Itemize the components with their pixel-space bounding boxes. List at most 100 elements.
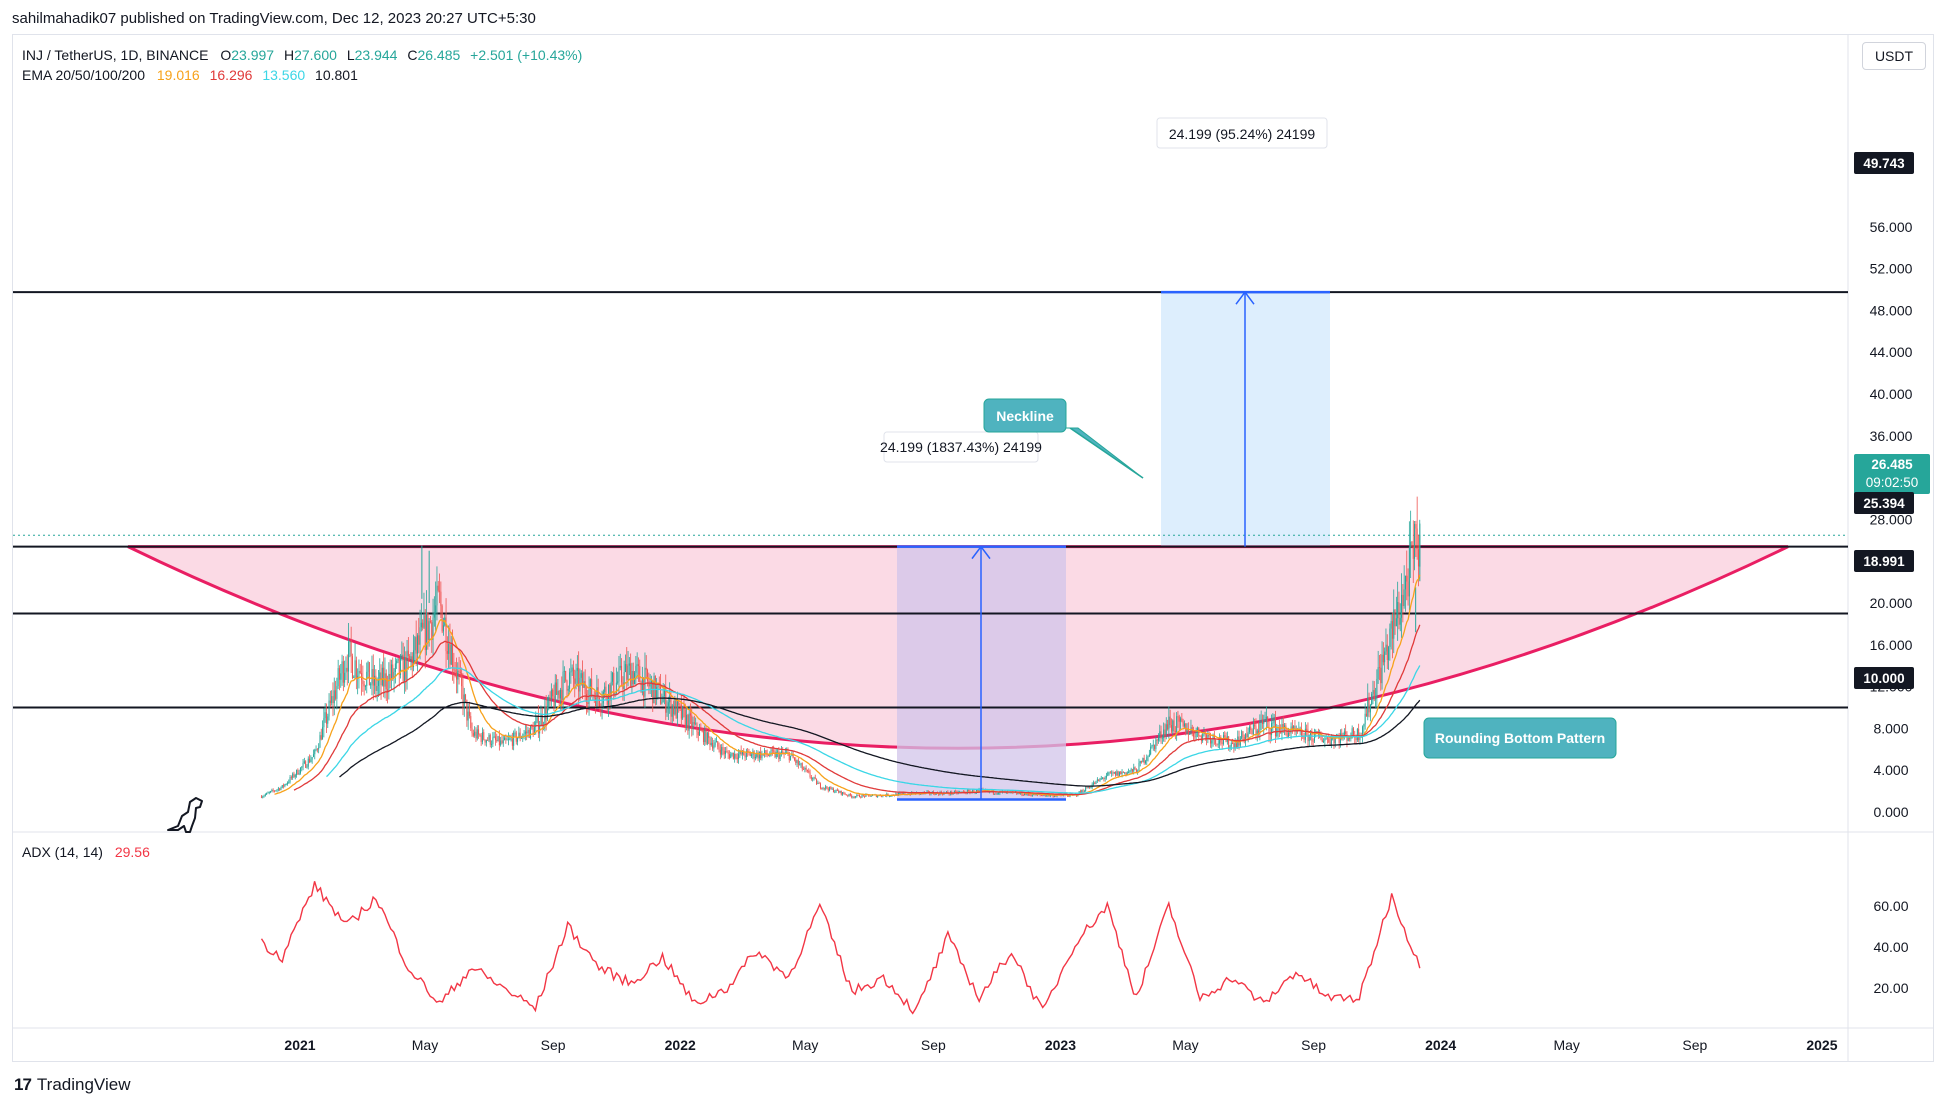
candle-body	[470, 716, 472, 729]
candle-body	[888, 795, 890, 797]
candle-body	[597, 687, 599, 699]
candle-body	[657, 683, 659, 688]
candle-body	[1176, 716, 1178, 733]
candle-body	[1373, 690, 1375, 700]
candle-body	[1251, 730, 1253, 734]
candle-body	[342, 661, 344, 683]
candle-body	[777, 751, 779, 753]
time-axis[interactable]: 2021 May Sep 2022 May Sep 2023 May Sep 2024 May Sep…	[284, 1037, 1837, 1053]
candle-body	[1147, 756, 1149, 758]
candle-body	[897, 793, 899, 796]
chart-frame[interactable]	[12, 34, 1934, 1062]
candle-body	[1286, 730, 1288, 737]
price-tag-level-4: 10.000	[1863, 671, 1904, 686]
adx-pane[interactable]	[260, 881, 1421, 1015]
candle-body	[848, 793, 850, 796]
currency-unit-button[interactable]: USDT	[1862, 42, 1926, 70]
candle-body	[701, 730, 703, 732]
candle-body	[540, 714, 542, 727]
candle-body	[812, 778, 814, 779]
candle-body	[1126, 772, 1128, 775]
candle-body	[1303, 736, 1305, 740]
candle-body	[1211, 740, 1213, 744]
candle-body	[977, 790, 979, 791]
candle-body	[640, 682, 642, 693]
candle-body	[696, 723, 698, 733]
legend-adx-label: ADX (14, 14)	[22, 844, 103, 860]
candle-body	[877, 795, 879, 797]
candle-body	[565, 670, 567, 681]
candle-body	[1013, 792, 1015, 794]
neckline-callout[interactable]	[983, 398, 1067, 433]
candle-body	[285, 784, 287, 785]
candle-body	[294, 775, 296, 777]
candle-body	[852, 796, 854, 798]
candle-body	[1272, 722, 1274, 724]
candle-body	[1181, 718, 1183, 722]
candle-body	[771, 749, 773, 751]
candle-body	[1355, 737, 1357, 741]
candle-body	[410, 656, 412, 660]
candle-body	[751, 754, 753, 757]
candle-body	[968, 790, 970, 792]
candle-body	[609, 684, 611, 701]
candle-body	[390, 664, 392, 680]
legend-ema200: 10.801	[315, 67, 358, 83]
candle-body	[1046, 795, 1048, 797]
candle-body	[800, 763, 802, 765]
candle-body	[813, 777, 815, 779]
candle-body	[1129, 770, 1131, 772]
candle-body	[647, 669, 649, 681]
candle-body	[858, 795, 860, 798]
candle-body	[377, 680, 379, 687]
candle-body	[901, 793, 903, 794]
candle-body	[1228, 736, 1230, 749]
candle-body	[618, 667, 620, 682]
candle-body	[505, 737, 507, 740]
candle-body	[1397, 602, 1399, 619]
candle-body	[803, 769, 805, 770]
tradingview-logo[interactable]: 17 TradingView	[14, 1075, 130, 1095]
candle-body	[1178, 716, 1180, 722]
candle-body	[262, 796, 264, 798]
candle-body	[615, 682, 617, 694]
candle-body	[1363, 724, 1365, 727]
candle-body	[1131, 769, 1133, 772]
price-pane[interactable]	[13, 290, 1848, 801]
candle-body	[1271, 723, 1273, 736]
candle-body	[1391, 621, 1393, 639]
adx-axis[interactable]: 20.00 40.00 60.00	[1873, 898, 1908, 996]
candle-body	[693, 722, 695, 724]
candle-body	[1371, 693, 1373, 705]
candle-body	[697, 732, 699, 736]
candle-body	[558, 690, 560, 699]
candle-body	[575, 670, 577, 684]
candle-body	[1414, 524, 1416, 559]
candle-body	[520, 737, 522, 739]
candle-body	[617, 681, 619, 683]
candle-body	[1086, 787, 1088, 789]
candle-body	[344, 672, 346, 683]
price-axis[interactable]: 0.0004.0008.00012.00016.00020.00028.0003…	[1870, 219, 1913, 820]
candle-body	[614, 693, 616, 696]
candle-body	[1190, 727, 1192, 734]
rounding-bottom-callout[interactable]	[1423, 717, 1617, 759]
rounding-bottom-label: Rounding Bottom Pattern	[1435, 730, 1605, 746]
candle-body	[624, 664, 626, 673]
candle-body	[684, 709, 686, 728]
time-tick-label: Sep	[1682, 1037, 1707, 1053]
candle-body	[264, 794, 266, 796]
legend: INJ / TetherUS, 1D, BINANCE O23.997 H27.…	[22, 47, 582, 860]
candle-body	[324, 712, 326, 719]
candle-body	[362, 680, 364, 685]
candle-body	[1167, 724, 1169, 730]
candle-body	[1213, 734, 1215, 740]
candle-body	[715, 741, 717, 743]
candle-body	[1189, 733, 1191, 735]
candle-body	[452, 644, 454, 668]
candle-body	[1399, 617, 1401, 625]
candle-body	[801, 763, 803, 770]
annotations[interactable]: 24.199 (1837.43%) 24199 24.199 (95.24%) …	[880, 117, 1617, 759]
candle-body	[1207, 734, 1209, 740]
